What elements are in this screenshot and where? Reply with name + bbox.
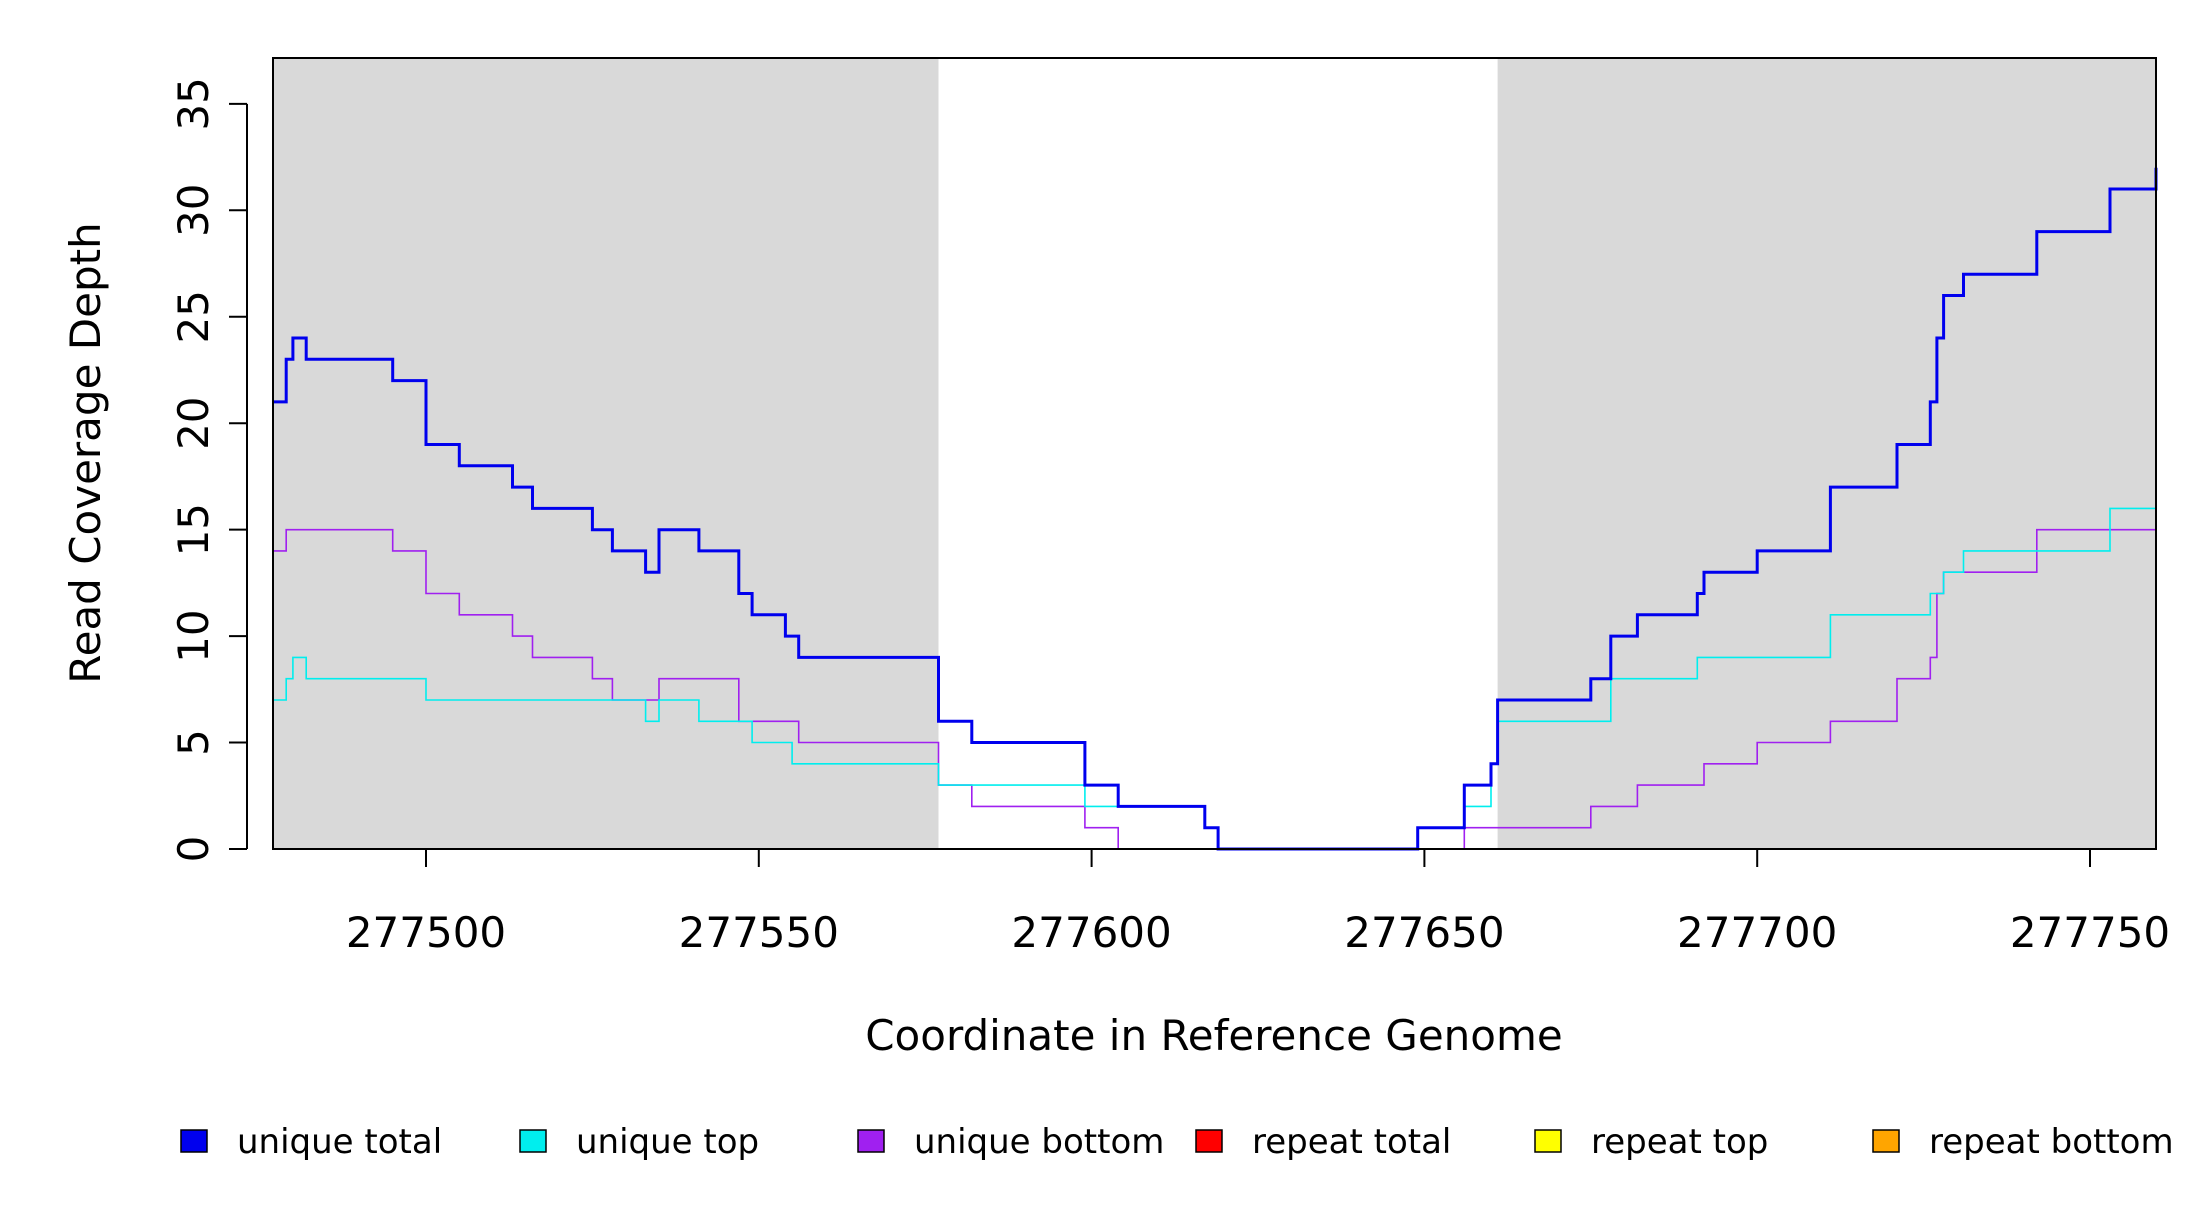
x-tick-label: 277600	[1011, 908, 1171, 957]
y-tick-label: 30	[169, 184, 218, 237]
legend-swatch	[1195, 1129, 1223, 1153]
legend-item-unique-bottom: unique bottom	[857, 1122, 1164, 1162]
shaded-regions	[273, 58, 2156, 849]
legend-swatch	[519, 1129, 547, 1153]
legend-item-repeat-top: repeat top	[1534, 1122, 1768, 1162]
x-axis-title: Coordinate in Reference Genome	[865, 1011, 1563, 1060]
y-axis-title: Read Coverage Depth	[61, 222, 110, 683]
series-line-unique-total	[273, 167, 2158, 851]
legend-label: unique total	[237, 1122, 442, 1162]
y-tick-label: 5	[169, 729, 218, 756]
y-tick-label: 15	[169, 503, 218, 556]
legend-item-unique-total: unique total	[180, 1122, 442, 1162]
legend-swatch	[1872, 1129, 1900, 1153]
legend-label: repeat bottom	[1929, 1122, 2174, 1162]
y-tick-label: 10	[169, 609, 218, 662]
x-tick-label: 277750	[2010, 908, 2170, 957]
legend-label: repeat total	[1252, 1122, 1451, 1162]
legend-label: unique bottom	[914, 1122, 1164, 1162]
y-tick-label: 0	[169, 836, 218, 863]
legend-label: unique top	[576, 1122, 759, 1162]
shaded-region-1	[273, 58, 939, 849]
y-tick-label: 25	[169, 290, 218, 343]
legend-label: repeat top	[1591, 1122, 1768, 1162]
y-axis: 0 5 10 15 20 25 30 35	[169, 77, 248, 863]
legend-swatch	[180, 1129, 208, 1153]
legend-item-repeat-bottom: repeat bottom	[1872, 1122, 2174, 1162]
x-tick-label: 277650	[1344, 908, 1504, 957]
legend-swatch	[1534, 1129, 1562, 1153]
shaded-region-2	[1497, 58, 2156, 849]
y-tick-label: 35	[169, 77, 218, 130]
x-axis: 277500 277550 277600 277650 277700 277750	[346, 848, 2170, 957]
x-tick-label: 277500	[346, 908, 506, 957]
x-tick-label: 277550	[679, 908, 839, 957]
legend-item-repeat-total: repeat total	[1195, 1122, 1451, 1162]
legend-swatch	[857, 1129, 885, 1153]
legend-item-unique-top: unique top	[519, 1122, 759, 1162]
legend: unique total unique top unique bottom repea…	[180, 1122, 2174, 1162]
x-tick-label: 277700	[1677, 908, 1837, 957]
series-line-unique-bottom	[273, 528, 2156, 850]
y-tick-label: 20	[169, 396, 218, 449]
